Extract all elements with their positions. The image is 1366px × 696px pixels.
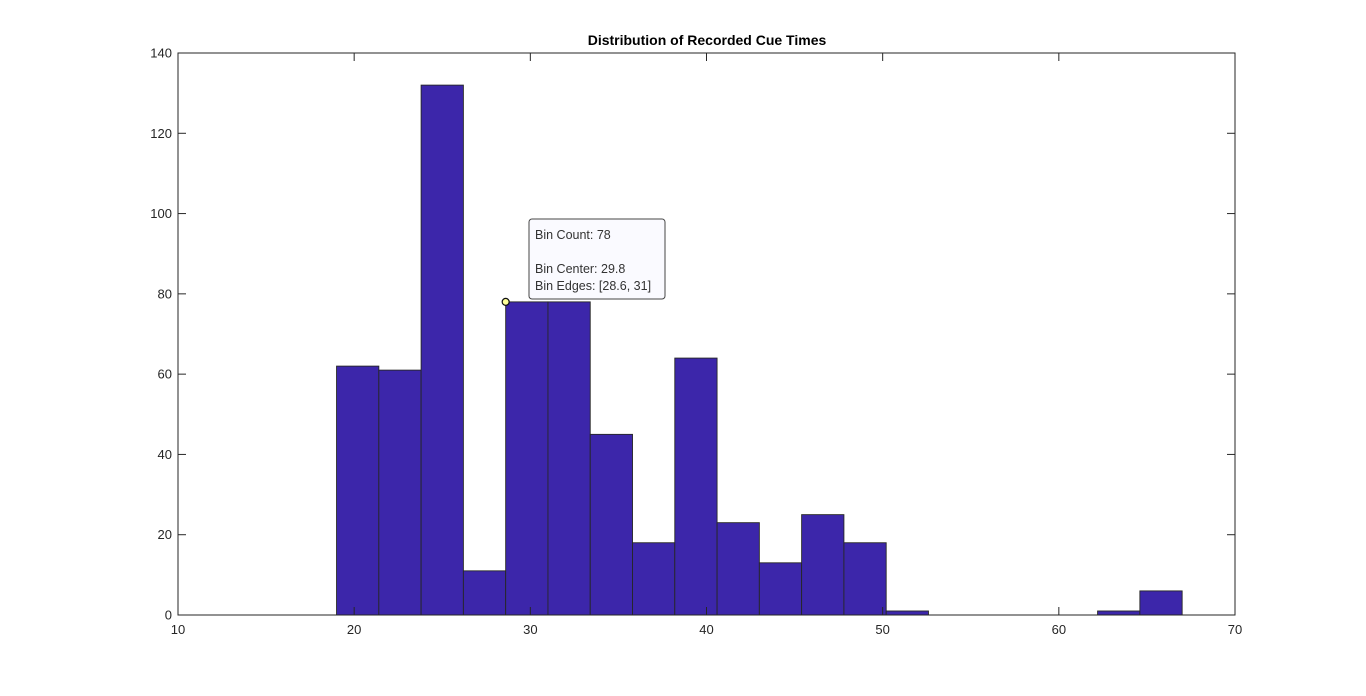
- histogram-bar[interactable]: [1139, 590, 1183, 616]
- x-tick-label: 10: [171, 622, 185, 637]
- histogram-bar[interactable]: [801, 514, 845, 616]
- histogram-bar[interactable]: [462, 570, 507, 616]
- axes-box: [177, 52, 1236, 616]
- datatip-bin-count: Bin Count: 78: [535, 228, 611, 242]
- x-tick-label: 70: [1228, 622, 1242, 637]
- histogram-bar[interactable]: [885, 610, 929, 616]
- histogram-bar[interactable]: [505, 301, 549, 616]
- y-tick-label: 40: [158, 447, 172, 462]
- histogram-bar[interactable]: [716, 522, 760, 616]
- y-tick-label: 100: [150, 206, 172, 221]
- y-tick-label: 0: [165, 608, 172, 623]
- y-tick-label: 140: [150, 46, 172, 61]
- histogram-bar[interactable]: [589, 433, 633, 616]
- histogram-bar[interactable]: [336, 365, 380, 616]
- chart-title: Distribution of Recorded Cue Times: [588, 32, 827, 48]
- datatip[interactable]: Bin Count: 78 Bin Center: 29.8 Bin Edges…: [501, 218, 666, 306]
- histogram-bar[interactable]: [1097, 610, 1141, 616]
- histogram-bar[interactable]: [758, 562, 803, 616]
- x-tick-label: 40: [699, 622, 713, 637]
- histogram-bar[interactable]: [420, 84, 464, 616]
- y-tick-label: 60: [158, 367, 172, 382]
- histogram-bar[interactable]: [378, 369, 422, 616]
- histogram-bar[interactable]: [674, 357, 718, 616]
- ticks-layer: 10 20 30 40 50 60 70 0 20 40 60 80 100 120 140: [150, 46, 1242, 638]
- x-tick-label: 50: [875, 622, 889, 637]
- datatip-box: [528, 218, 666, 300]
- x-tick-label: 30: [523, 622, 537, 637]
- datatip-marker[interactable]: [501, 297, 510, 306]
- y-tick-label: 20: [158, 527, 172, 542]
- x-tick-label: 20: [347, 622, 361, 637]
- bars-layer: [336, 84, 1183, 616]
- datatip-bin-edges: Bin Edges: [28.6, 31]: [535, 279, 651, 293]
- histogram-bar[interactable]: [547, 301, 591, 616]
- x-tick-label: 60: [1052, 622, 1066, 637]
- datatip-bin-center: Bin Center: 29.8: [535, 262, 625, 276]
- y-tick-label: 80: [158, 286, 172, 301]
- y-tick-label: 120: [150, 126, 172, 141]
- histogram-bar[interactable]: [843, 542, 887, 616]
- histogram-bar[interactable]: [632, 542, 676, 616]
